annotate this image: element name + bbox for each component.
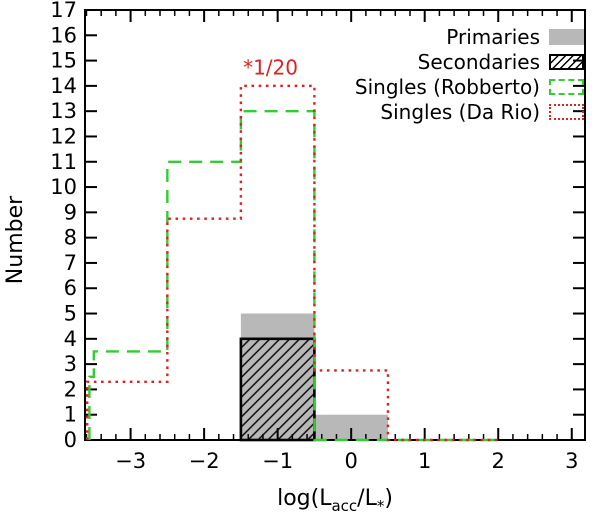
x-tick-label: 3 [565,449,578,473]
y-axis-title: Number [3,195,28,284]
x-tick-label: −2 [189,449,220,473]
legend-swatch-primaries [549,28,584,45]
legend-label: Singles (Da Rio) [380,99,540,124]
x-tick-label: 2 [492,449,505,473]
y-tick-label: 7 [64,251,77,275]
y-tick-label: 5 [64,302,77,326]
legend-label: Singles (Robberto) [354,74,540,99]
x-axis: −3 −2 −1 0 1 2 3 [85,10,578,473]
y-tick-label: 8 [64,226,77,250]
y-tick-label: 10 [50,175,77,199]
y-tick-label: 9 [64,200,77,224]
x-tick-label: −1 [262,449,293,473]
y-tick-label: 4 [64,327,77,351]
legend-swatch-secondaries [549,53,584,70]
step-singles-robberto [88,109,499,442]
legend-item-singles-da-rio: Singles (Da Rio) [355,99,584,124]
y-tick-label: 14 [50,74,77,98]
legend-item-secondaries: Secondaries [355,49,584,74]
y-tick-label: 17 [50,0,77,22]
legend-item-primaries: Primaries [355,24,584,49]
legend-label: Primaries [446,24,540,49]
scale-annotation: *1/20 [243,56,298,80]
y-tick-label: 11 [50,150,77,174]
bar-secondaries [239,337,316,442]
x-axis-title: log(Lacc/L*) [277,486,393,515]
y-tick-label: 6 [64,276,77,300]
legend-swatch-singles-robberto [549,78,584,95]
y-tick-label: 3 [64,352,77,376]
y-tick-label: 0 [64,428,77,452]
legend-label: Secondaries [417,49,540,74]
y-tick-label: 12 [50,124,77,148]
legend-swatch-singles-da-rio [549,103,584,120]
x-tick-label: 0 [344,449,357,473]
x-tick-label: −3 [115,449,146,473]
y-tick-label: 13 [50,99,77,123]
legend-item-singles-robberto: Singles (Robberto) [355,74,584,99]
legend: Primaries Secondaries Singles (Robberto)… [355,24,584,124]
x-tick-label: 1 [418,449,431,473]
y-tick-label: 2 [64,377,77,401]
y-tick-label: 15 [50,49,77,73]
y-tick-label: 1 [64,403,77,427]
y-tick-label: 16 [50,23,77,47]
